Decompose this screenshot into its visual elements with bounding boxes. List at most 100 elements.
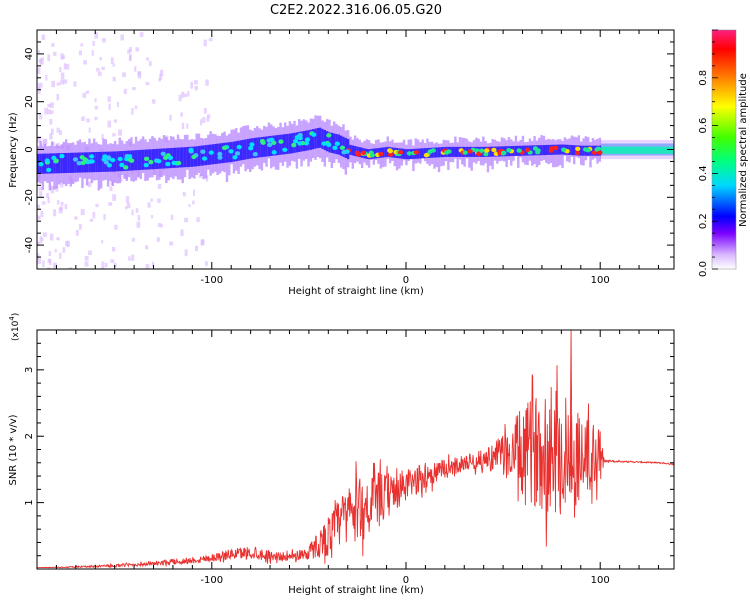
spectrogram-ridge-body [74, 152, 77, 173]
spectrogram-speckle [157, 183, 162, 189]
spectrogram-speckle [37, 241, 40, 246]
spectrogram-ridge-halo [437, 143, 441, 173]
spectrogram-speckle [160, 223, 163, 228]
spectrogram-speckle [87, 181, 92, 188]
spectrogram-ytick-label: -40 [24, 237, 35, 253]
spectrogram-hot-cell [574, 150, 581, 156]
spectrogram-xtick-label: 100 [591, 275, 610, 286]
spectrogram-ridge-body [176, 147, 180, 168]
spectrogram-ridge-body [50, 153, 54, 174]
spectrogram-speckle [107, 96, 111, 102]
spectrogram-ridge-body [223, 142, 226, 163]
spectrogram-speckle [44, 107, 49, 115]
spectrogram-speckle [196, 217, 200, 223]
spectrogram-speckle [59, 252, 62, 260]
spectrogram-speckle [170, 214, 174, 221]
spectrogram-hot-cell [217, 155, 223, 160]
spectrogram-ridge-body [547, 144, 550, 155]
spectrogram-ridge-body [423, 148, 427, 159]
spectrogram-hot-cell [143, 162, 149, 168]
spectrogram-speckle [96, 67, 100, 72]
spectrogram-hot-cell [339, 145, 346, 150]
spectrogram-ridge-body [344, 137, 348, 159]
spectrogram-ridge-body [332, 133, 336, 154]
spectrogram-ridge-body [253, 137, 257, 158]
spectrogram-hot-cell [59, 153, 65, 159]
spectrogram-hot-cell [561, 147, 567, 152]
spectrogram-panel: -100 0 100 -40 -20 0 20 40 Height of straight l… [8, 29, 675, 297]
spectrogram-speckle [94, 116, 98, 121]
spectrogram-hot-cell [585, 148, 591, 153]
spectrogram-speckle [112, 133, 116, 137]
snr-ytick-label: 1 [24, 499, 35, 505]
spectrogram-ridge-body [102, 151, 105, 172]
snr-multiplier-exp: 4 [8, 316, 16, 321]
spectrogram-speckle [205, 261, 208, 266]
spectrogram-hot-cell [332, 145, 338, 151]
spectrogram-speckle [56, 142, 60, 149]
spectrogram-speckle [109, 186, 113, 192]
spectrogram-hot-cell [553, 145, 559, 151]
spectrogram-speckle [147, 202, 151, 208]
spectrogram-ridge-body [160, 148, 163, 169]
spectrogram-speckle [107, 120, 112, 128]
spectrogram-speckle [145, 81, 150, 86]
spectrogram-ridge-body [256, 137, 259, 158]
snr-xtick-label: -100 [200, 575, 223, 586]
spectrogram-hot-cell [271, 150, 277, 155]
spectrogram-speckle [194, 245, 199, 252]
spectrogram-ridge-body [559, 144, 562, 155]
spectrogram-hot-cell [163, 155, 169, 160]
spectrogram-hot-cell [144, 156, 150, 161]
spectrogram-ridge-body [384, 147, 387, 158]
spectrogram-speckle [134, 105, 138, 110]
spectrogram-hot-cell [266, 142, 273, 148]
spectrogram-speckle [125, 206, 128, 210]
spectrogram-speckle [63, 63, 67, 70]
figure-title: C2E2.2022.316.06.05.G20 [270, 3, 442, 18]
spectrogram-speckle [47, 196, 50, 204]
spectrogram-ridge-body [71, 152, 75, 173]
spectrogram-speckle [68, 267, 73, 269]
spectrogram-ridge-body [291, 133, 294, 154]
spectrogram-speckle [53, 51, 57, 56]
spectrogram-ridge-body [48, 153, 52, 174]
spectrogram-ridge-body [232, 141, 236, 162]
spectrogram-speckle [37, 67, 41, 74]
spectrogram-speckle [114, 224, 118, 230]
spectrogram-speckle [194, 86, 199, 91]
spectrogram-speckle [202, 117, 206, 124]
spectrogram-hot-cell [165, 161, 171, 167]
spectrogram-speckle [95, 203, 99, 208]
snr-xtick-label: 100 [591, 575, 610, 586]
spectrogram-hot-cell [106, 163, 112, 168]
spectrogram-speckle [145, 245, 149, 250]
spectrogram-ridge-body [118, 151, 121, 172]
spectrogram-ridge-body [37, 153, 40, 174]
snr-multiplier-close: ) [11, 313, 21, 317]
spectrogram-hot-cell [334, 141, 340, 146]
spectrogram-ridge-body [281, 134, 285, 155]
spectrogram-speckle [51, 80, 56, 88]
spectrogram-xtick-label: 0 [403, 275, 409, 286]
spectrogram-speckle [80, 209, 85, 216]
spectrogram-ridge-body [260, 137, 264, 158]
spectrogram-hot-cell [282, 147, 288, 153]
spectrogram-speckle [131, 237, 135, 242]
spectrogram-hot-cell [76, 160, 82, 166]
spectrogram-speckle [60, 53, 64, 60]
spectrogram-speckle [38, 87, 41, 94]
spectrogram-ridge-body [148, 149, 152, 170]
spectrogram-hot-cell [53, 158, 59, 163]
spectrogram-hot-cell [148, 159, 154, 165]
spectrogram-ridge-body [302, 131, 306, 152]
spectrogram-speckle [139, 32, 144, 38]
spectrogram-ridge-body [62, 153, 66, 174]
colorbar-tick-label: 0.2 [698, 213, 709, 229]
spectrogram-speckle [112, 76, 116, 82]
spectrogram-hot-cell [388, 152, 394, 157]
spectrogram-ridge-body [351, 145, 355, 156]
spectrogram-ytick-label: 40 [24, 48, 35, 61]
spectrogram-speckle [51, 43, 55, 47]
spectrogram-hot-cell [341, 149, 347, 155]
